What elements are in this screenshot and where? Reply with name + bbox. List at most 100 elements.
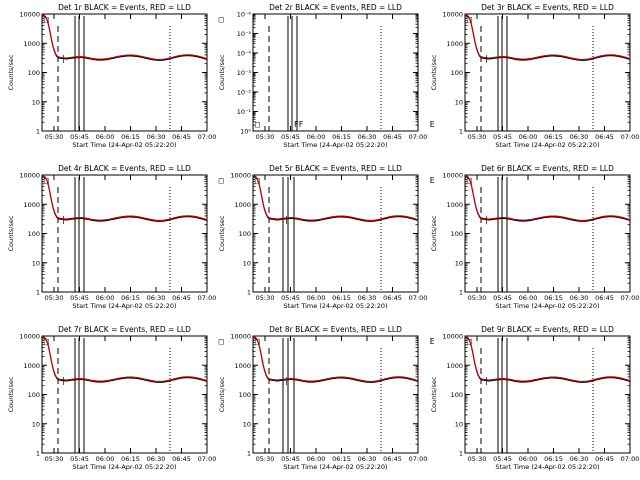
y-tick-label: 10000 (19, 333, 40, 341)
x-axis-label: Start Time (24-Apr-02 05:22:20) (495, 302, 599, 310)
x-tick-label: 06:00 (519, 455, 538, 463)
detector-panel-6: Det 6r BLACK = Events, RED = LLD 1 10 100 10… (430, 164, 640, 310)
y-tick-label: 1000 (446, 201, 463, 209)
x-tick-label: 07:00 (621, 294, 640, 302)
detector-panel-5: Det 5r BLACK = Events, RED = LLD 1 10 100 10… (218, 164, 435, 310)
flag-marker: E (430, 176, 435, 185)
x-tick-label: 07:00 (198, 133, 217, 141)
y-axis-label: Counts/sec (430, 376, 438, 412)
x-axis-label: Start Time (24-Apr-02 05:22:20) (283, 302, 387, 310)
flag-marker: | (284, 376, 289, 385)
y-axis-label: Counts/sec (7, 376, 15, 412)
events-series-line (464, 336, 631, 383)
detector-panel-4: Det 4r BLACK = Events, RED = LLD 1 10 100 10… (7, 164, 224, 310)
y-tick-label: 1 (459, 450, 463, 458)
flag-marker: □ (255, 120, 260, 129)
y-tick-label: 100 (239, 391, 251, 399)
y-tick-label: 1 (459, 289, 463, 297)
x-tick-label: 05:30 (256, 133, 275, 141)
x-tick-label: 05:45 (70, 455, 89, 463)
y-tick-label: 1000 (446, 362, 463, 370)
y-axis-label: Counts/sec (430, 215, 438, 251)
plot-frame (252, 174, 419, 293)
y-axis-label: Counts/sec (430, 54, 438, 90)
x-tick-label: 06:45 (383, 455, 402, 463)
y-tick-label: 100 (451, 69, 463, 77)
x-tick-label: 06:00 (519, 133, 538, 141)
y-tick-label: 10⁻³ (237, 69, 252, 77)
x-tick-label: 05:45 (281, 294, 300, 302)
x-tick-label: 05:45 (281, 133, 300, 141)
y-tick-label: 10⁻² (237, 89, 252, 97)
x-tick-label: 06:30 (358, 455, 377, 463)
plot-frame (41, 13, 208, 132)
x-axis-label: Start Time (24-Apr-02 05:22:20) (283, 141, 387, 149)
y-tick-label: 1 (36, 450, 40, 458)
y-tick-label: 100 (28, 391, 40, 399)
y-tick-label: 100 (451, 230, 463, 238)
x-tick-label: 07:00 (621, 133, 640, 141)
detector-panel-1: Det 1r BLACK = Events, RED = LLD 1 10 100 10… (7, 3, 224, 149)
x-tick-label: 06:45 (172, 133, 191, 141)
x-tick-label: 06:30 (570, 294, 589, 302)
x-tick-label: 06:00 (519, 294, 538, 302)
x-tick-label: 05:45 (70, 133, 89, 141)
y-tick-label: 10000 (442, 11, 463, 19)
plot-frame (252, 13, 419, 132)
y-tick-label: 1 (36, 289, 40, 297)
x-tick-label: 05:30 (468, 455, 487, 463)
x-tick-label: 05:30 (468, 294, 487, 302)
x-tick-label: 06:00 (96, 455, 115, 463)
x-tick-label: 05:30 (45, 133, 64, 141)
x-tick-label: 06:30 (358, 133, 377, 141)
y-tick-label: 1000 (446, 40, 463, 48)
y-tick-label: 1000 (234, 201, 251, 209)
x-tick-label: 06:15 (121, 133, 140, 141)
x-tick-label: 06:30 (358, 294, 377, 302)
plot-frame (41, 335, 208, 454)
y-tick-label: 100 (28, 69, 40, 77)
detector-panel-3: Det 3r BLACK = Events, RED = LLD 1 10 100 10… (430, 3, 640, 149)
x-tick-label: 06:45 (383, 133, 402, 141)
y-tick-label: 1000 (23, 362, 40, 370)
events-series-line (464, 175, 631, 222)
x-tick-label: 07:00 (409, 294, 428, 302)
x-axis-label: Start Time (24-Apr-02 05:22:20) (72, 463, 176, 471)
events-series-line (464, 14, 631, 61)
x-tick-label: 05:30 (45, 455, 64, 463)
plot-frame (252, 335, 419, 454)
y-tick-label: 1 (247, 450, 251, 458)
x-tick-label: 06:00 (96, 294, 115, 302)
detector-panel-9: Det 9r BLACK = Events, RED = LLD 1 10 100 10… (430, 325, 639, 471)
panel-title: Det 3r BLACK = Events, RED = LLD (481, 3, 614, 12)
y-tick-label: 1 (247, 289, 251, 297)
x-tick-label: 06:15 (544, 133, 563, 141)
y-tick-label: 100 (451, 391, 463, 399)
x-axis-label: Start Time (24-Apr-02 05:22:20) (495, 141, 599, 149)
x-tick-label: 06:15 (121, 294, 140, 302)
y-tick-label: 10 (32, 98, 40, 106)
x-tick-label: 06:45 (595, 455, 614, 463)
y-tick-label: 10⁻⁵ (237, 30, 252, 38)
y-tick-label: 10⁻⁴ (237, 50, 252, 58)
y-tick-label: 1 (36, 128, 40, 136)
lld-series-line (41, 335, 208, 382)
panel-title: Det 9r BLACK = Events, RED = LLD (481, 325, 614, 334)
x-tick-label: 05:30 (256, 294, 275, 302)
x-tick-label: 05:45 (281, 455, 300, 463)
plot-frame (41, 174, 208, 293)
x-tick-label: 06:30 (147, 455, 166, 463)
y-tick-label: 100 (239, 230, 251, 238)
x-tick-label: 06:15 (332, 294, 351, 302)
y-tick-label: 10000 (19, 11, 40, 19)
panel-title: Det 1r BLACK = Events, RED = LLD (58, 3, 191, 12)
x-tick-label: 07:00 (409, 133, 428, 141)
x-tick-label: 06:15 (121, 455, 140, 463)
x-tick-label: 06:45 (383, 294, 402, 302)
y-tick-label: 10 (32, 420, 40, 428)
y-tick-label: 10 (32, 259, 40, 267)
panel-title: Det 8r BLACK = Events, RED = LLD (269, 325, 402, 334)
x-axis-label: Start Time (24-Apr-02 05:22:20) (283, 463, 387, 471)
x-tick-label: 05:45 (70, 294, 89, 302)
